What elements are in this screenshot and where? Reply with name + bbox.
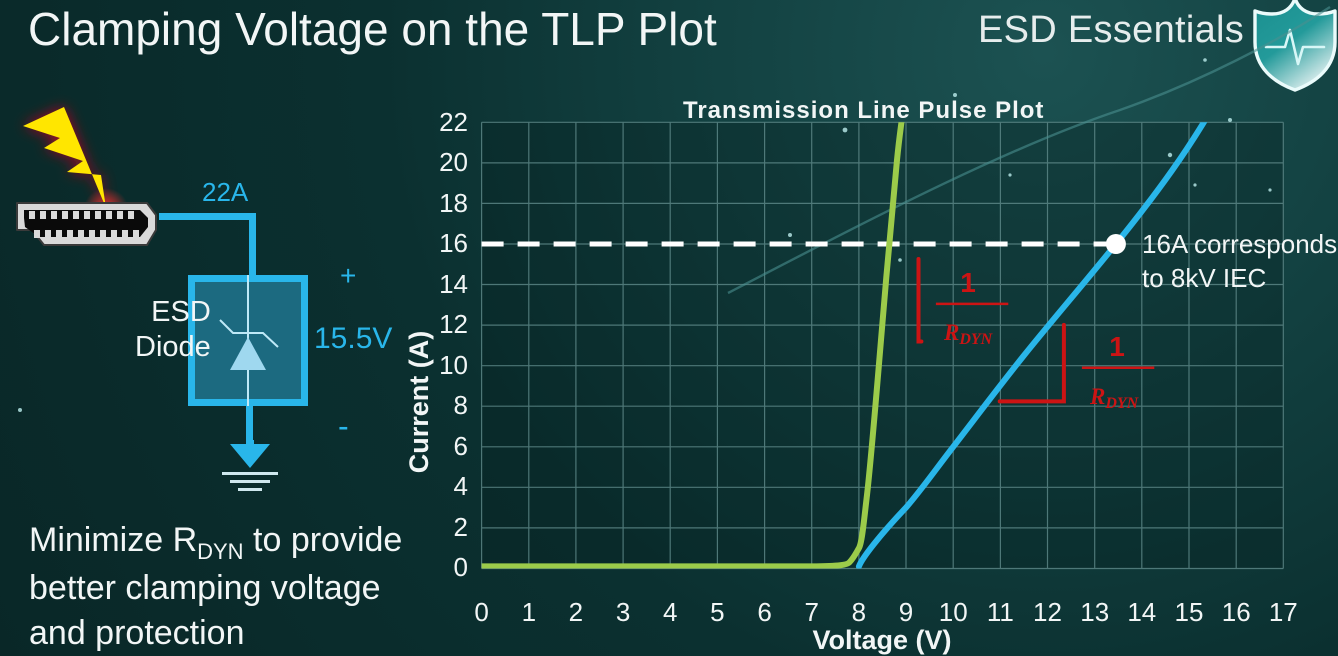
svg-text:16: 16 [1222, 597, 1251, 627]
svg-text:16A corresponds: 16A corresponds [1142, 229, 1337, 259]
svg-text:18: 18 [439, 188, 468, 218]
svg-text:17: 17 [1269, 597, 1298, 627]
svg-text:8: 8 [454, 390, 468, 420]
svg-text:7: 7 [804, 597, 818, 627]
svg-text:4: 4 [454, 471, 468, 501]
svg-text:8: 8 [852, 597, 866, 627]
svg-text:1: 1 [1109, 331, 1125, 362]
svg-text:3: 3 [616, 597, 630, 627]
svg-text:10: 10 [939, 597, 968, 627]
svg-text:Voltage (V): Voltage (V) [812, 625, 951, 655]
svg-text:6: 6 [757, 597, 771, 627]
svg-text:16: 16 [439, 228, 468, 258]
svg-text:2: 2 [454, 512, 468, 542]
svg-text:0: 0 [454, 552, 468, 582]
svg-text:5: 5 [710, 597, 724, 627]
svg-text:1: 1 [522, 597, 536, 627]
svg-text:12: 12 [439, 309, 468, 339]
svg-text:11: 11 [987, 597, 1014, 627]
svg-text:1: 1 [960, 267, 976, 298]
svg-text:0: 0 [474, 597, 488, 627]
svg-text:20: 20 [439, 147, 468, 177]
svg-text:12: 12 [1033, 597, 1062, 627]
svg-text:14: 14 [439, 269, 468, 299]
svg-text:to 8kV IEC: to 8kV IEC [1142, 263, 1266, 293]
svg-text:22: 22 [439, 107, 468, 137]
svg-text:13: 13 [1080, 597, 1109, 627]
svg-text:14: 14 [1127, 597, 1156, 627]
svg-text:9: 9 [899, 597, 913, 627]
svg-text:Current (A): Current (A) [404, 331, 434, 474]
svg-text:15: 15 [1175, 597, 1204, 627]
svg-text:6: 6 [454, 431, 468, 461]
svg-text:4: 4 [663, 597, 677, 627]
svg-text:2: 2 [569, 597, 583, 627]
svg-text:10: 10 [439, 350, 468, 380]
